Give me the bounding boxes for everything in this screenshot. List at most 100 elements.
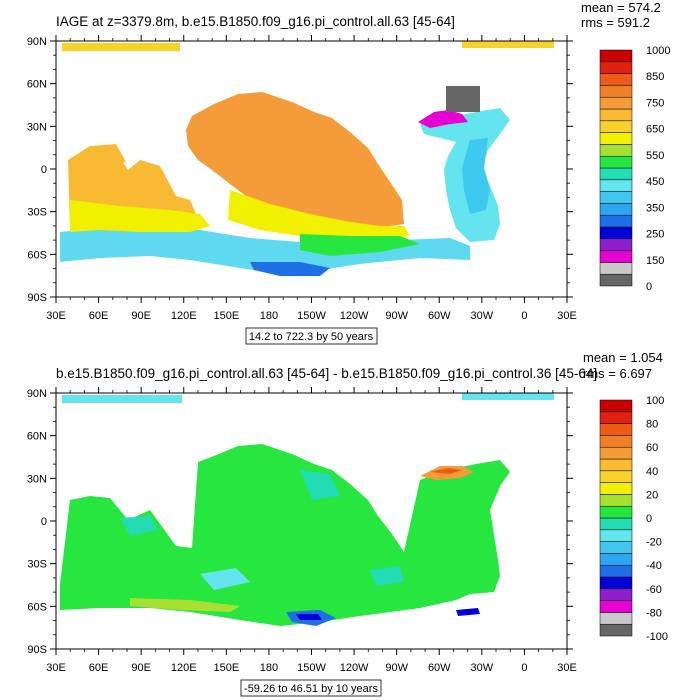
panel-2-colorbar-swatch (599, 435, 633, 448)
panel-1-colorbar-label: 350 (646, 202, 664, 214)
panel-2-colorbar-swatch (599, 612, 633, 625)
panel-1-colorbar-swatch (599, 49, 633, 63)
panel-2-region-ross-sea-inner (296, 614, 322, 620)
panel-1-region-arabian (92, 144, 126, 166)
panel-1-colorbar-label: 750 (646, 97, 664, 109)
panel-1-colorbar-swatch (599, 273, 633, 287)
panel-1-colorbar-swatch (599, 179, 633, 192)
panel-2-x-tick-label: 30W (471, 662, 494, 674)
panel-2-colorbar-label: 40 (646, 466, 658, 478)
panel-1-region-pacific (186, 92, 404, 228)
panel-2-colorbar-swatch (599, 588, 633, 601)
panel-2-x-tick-label: 60W (428, 662, 451, 674)
panel-2-region-south-yellow (130, 598, 240, 612)
panel-2-colorbar-label: 0 (646, 513, 652, 525)
panel-2-colorbar-label: -80 (646, 607, 662, 619)
panel-2-colorbar-swatch (599, 482, 633, 495)
panel-2-y-tick-label: 90S (27, 644, 47, 656)
panel-2-x-tick-label: 0 (521, 662, 527, 674)
panel-2-colorbar-label: -20 (646, 537, 662, 549)
panel-1-y-tick-label: 90S (27, 292, 47, 304)
panel-1-title: IAGE at z=3379.8m, b.e15.B1850.f09_g16.p… (56, 14, 455, 29)
panel-1-info-box: 14.2 to 722.3 by 50 years (245, 327, 378, 345)
panel-1-x-tick-label: 180 (260, 310, 278, 322)
panel-1-y-tick-label: 30S (27, 207, 47, 219)
panel-2-region-weddell (456, 608, 480, 616)
panel-1-colorbar-swatch (599, 85, 633, 98)
panel-2-colorbar-label: 60 (646, 442, 658, 454)
panel-1-colorbar-swatch (599, 250, 633, 263)
panel-1-y-tick-label: 90N (27, 36, 47, 48)
panel-2-colorbar-swatch (599, 529, 633, 542)
panel-1: IAGE at z=3379.8m, b.e15.B1850.f09_g16.p… (27, 0, 670, 345)
panel-2-x-tick-label: 60E (89, 662, 109, 674)
panel-1-x-tick-label: 60W (428, 310, 451, 322)
panel-1-arctic-strip-east (462, 41, 554, 48)
panel-1-colorbar-swatch (599, 238, 633, 251)
panel-1-colorbar-swatch (599, 262, 633, 275)
panel-1-colorbar-swatch (599, 155, 633, 169)
panel-1-colorbar-swatch (599, 61, 633, 74)
panel-2-arctic-strip-east (462, 393, 554, 400)
panel-2-colorbar-swatch (599, 458, 633, 472)
panel-1-colorbar-label: 250 (646, 229, 664, 241)
panel-2-map (55, 392, 568, 650)
panel-2: b.e15.B1850.f09_g16.pi_control.all.63 [4… (27, 350, 668, 697)
panel-1-colorbar-swatch (599, 203, 633, 216)
panel-2-colorbar-swatch (599, 423, 633, 436)
panel-1-arctic-strip-west (62, 43, 180, 51)
panel-1-x-tick-label: 90E (131, 310, 151, 322)
panel-1-colorbar-swatch (599, 214, 633, 228)
panel-2-y-tick-label: 60N (27, 431, 47, 443)
panel-2-colorbar-label: -100 (646, 631, 668, 643)
panel-2-rms: rms = 6.697 (583, 366, 652, 381)
panel-2-info-box-frame (240, 679, 382, 697)
panel-1-x-tick-label: 150E (213, 310, 239, 322)
panel-1-region-atlantic-inner (462, 138, 490, 214)
panel-2-y-tick-label: 30S (27, 559, 47, 571)
panel-2-colorbar-swatch (599, 494, 633, 507)
panel-1-map (55, 40, 568, 298)
panel-1-colorbar-label: 550 (646, 150, 664, 162)
panel-1-colorbar-swatch (599, 226, 633, 240)
panel-1-colorbar-label: 1000 (646, 45, 670, 57)
panel-2-colorbar-swatch (599, 576, 633, 590)
panel-2-patch-3 (370, 566, 404, 586)
panel-1-x-tick-label: 120E (171, 310, 197, 322)
panel-1-colorbar-swatch (599, 144, 633, 157)
panel-2-y-tick-label: 0 (41, 516, 47, 528)
panel-2-title: b.e15.B1850.f09_g16.pi_control.all.63 [4… (56, 366, 597, 381)
panel-2-region-north-atlantic-inner (430, 468, 462, 474)
panel-1-colorbar: 1000 850 750 650 550 450 350 250 150 0 (599, 45, 670, 293)
panel-2-axes: 30E 60E 90E 120E 150E 180 150W 120W 90W 60W 30W 0 30… (27, 387, 577, 674)
panel-2-colorbar-swatch (599, 517, 633, 531)
panel-2-y-tick-label: 30N (27, 473, 47, 485)
panel-1-x-tick-label: 30E (557, 310, 577, 322)
panel-1-info-box-frame (245, 327, 378, 345)
panel-1-colorbar-label: 150 (646, 255, 664, 267)
panel-1-x-tick-label: 150W (297, 310, 326, 322)
panel-2-colorbar-label: 20 (646, 489, 658, 501)
panel-1-region-labrador (418, 110, 468, 128)
panel-1-colorbar-label: 650 (646, 124, 664, 136)
panel-1-region-pacific-green (300, 234, 420, 256)
panel-1-region-southern (60, 226, 470, 274)
panel-1-region-nordic (446, 86, 480, 112)
panel-1-colorbar-swatch (599, 167, 633, 181)
panel-2-colorbar-swatch (599, 541, 633, 554)
panel-2-x-tick-label: 30E (557, 662, 577, 674)
panel-1-colorbar-label: 0 (646, 281, 652, 293)
panel-2-colorbar: 100 80 60 40 20 0 -20 -40 -60 -80 -100 (599, 395, 668, 643)
panel-1-mean: mean = 574.2 (581, 0, 661, 15)
panel-2-colorbar-swatch (599, 446, 633, 460)
panel-1-region-ross (250, 262, 330, 276)
panel-1-y-tick-label: 60N (27, 79, 47, 91)
panel-2-x-tick-label: 120W (340, 662, 369, 674)
panel-2-y-tick-label: 60S (27, 601, 47, 613)
panel-1-colorbar-swatch (599, 96, 633, 110)
panel-1-region-indian-south (70, 200, 210, 232)
panel-1-x-tick-label: 60E (89, 310, 109, 322)
panel-2-colorbar-label: -60 (646, 584, 662, 596)
panel-1-rms: rms = 591.2 (581, 15, 650, 30)
panel-2-info-box: -59.26 to 46.51 by 10 years (240, 679, 382, 697)
